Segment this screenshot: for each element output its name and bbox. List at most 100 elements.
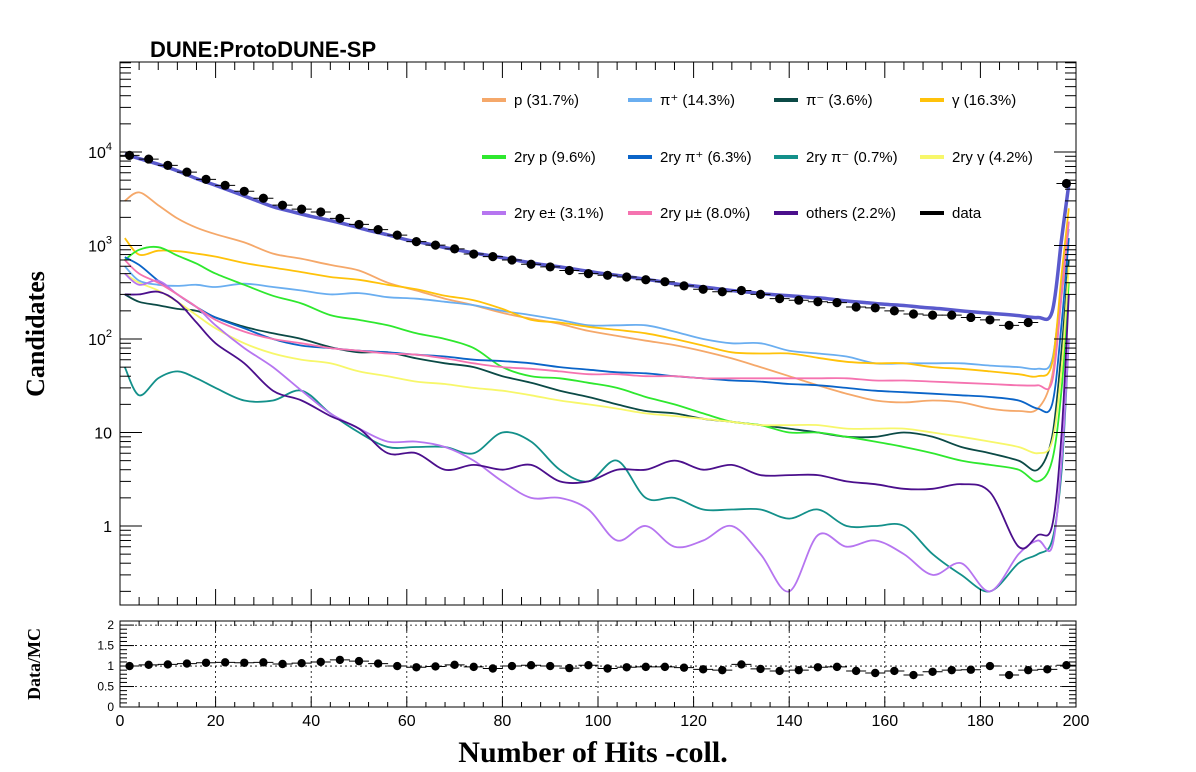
data-point xyxy=(144,154,154,164)
x-tick-label: 180 xyxy=(967,713,994,730)
legend-label: 2ry p (9.6%) xyxy=(514,149,596,166)
data-point xyxy=(1061,178,1072,189)
ratio-point xyxy=(871,668,880,678)
data-point xyxy=(488,252,498,262)
series-line-2ry-8-0 xyxy=(124,221,1070,391)
data-point xyxy=(813,297,823,307)
y-tick-label: 102 xyxy=(88,328,112,349)
data-point xyxy=(430,240,441,250)
ratio-point xyxy=(259,658,268,667)
data-point xyxy=(947,310,957,320)
data-point xyxy=(392,230,402,240)
ratio-point xyxy=(718,665,727,675)
data-point xyxy=(182,167,192,177)
data-point xyxy=(717,287,727,297)
ratio-point xyxy=(603,664,612,673)
ratio-point xyxy=(832,662,842,672)
ratio-y-tick-label: 1 xyxy=(107,659,114,673)
series-line-2ry-p-9-6 xyxy=(124,245,1070,483)
x-tick-label: 120 xyxy=(680,713,707,730)
ratio-point xyxy=(507,661,517,671)
data-point xyxy=(124,150,135,160)
y-tick-label: 104 xyxy=(88,141,112,162)
ratio-point xyxy=(412,663,421,672)
data-point xyxy=(354,219,364,230)
series-line-2ry-e-3-1 xyxy=(124,272,1070,593)
x-axis-title: Number of Hits -coll. xyxy=(458,736,727,769)
ratio-x-axis: 0 20 40 60 80 100 120 140 160 180 200 xyxy=(116,621,1090,730)
data-point xyxy=(736,285,747,296)
data-point xyxy=(832,298,842,308)
ratio-point xyxy=(431,662,440,671)
ratio-point xyxy=(622,663,631,672)
ratio-point xyxy=(756,664,765,674)
ratio-y-tick-label: 0.5 xyxy=(97,680,114,694)
ratio-point xyxy=(488,664,498,673)
data-point xyxy=(889,306,899,316)
x-tick-label: 0 xyxy=(116,713,125,730)
series-line-3-6 xyxy=(124,259,1070,472)
data-point xyxy=(239,186,249,196)
y-tick-label: 1 xyxy=(103,519,112,536)
data-point xyxy=(277,200,288,210)
data-point xyxy=(545,262,555,272)
x-tick-label: 60 xyxy=(398,713,416,730)
x-tick-label: 40 xyxy=(302,713,320,730)
data-point xyxy=(775,294,785,304)
legend-label: 2ry e± (3.1%) xyxy=(514,205,604,222)
data-point xyxy=(641,275,651,285)
legend-label: 2ry μ± (8.0%) xyxy=(660,205,750,222)
ratio-point xyxy=(584,661,593,670)
ratio-point xyxy=(698,665,708,674)
x-tick-label: 20 xyxy=(207,713,225,730)
data-point xyxy=(201,174,211,184)
ratio-point xyxy=(1023,665,1033,675)
data-point xyxy=(602,270,613,280)
legend-label: data xyxy=(952,205,982,222)
ratio-point xyxy=(144,660,153,670)
data-point xyxy=(583,269,594,279)
series-line-others-2-2 xyxy=(124,290,1070,550)
legend-label: γ (16.3%) xyxy=(952,92,1016,109)
data-point xyxy=(660,277,670,287)
ratio-point xyxy=(966,665,976,674)
data-point xyxy=(258,193,268,203)
data-point xyxy=(1004,320,1014,330)
data-point xyxy=(450,244,460,254)
ratio-point xyxy=(220,658,230,667)
data-point xyxy=(373,224,383,235)
data-point xyxy=(985,315,995,325)
ratio-y-axis: 0 0.5 1 1.5 2 xyxy=(97,618,1076,714)
ratio-point xyxy=(928,667,937,676)
main-plot-area xyxy=(120,150,1076,593)
ratio-point xyxy=(450,660,459,670)
ratio-point xyxy=(947,665,956,675)
data-point xyxy=(908,309,919,319)
x-tick-label: 140 xyxy=(776,713,803,730)
series-line-2ry-4-2 xyxy=(124,266,1070,455)
data-point xyxy=(755,289,766,299)
ratio-point xyxy=(469,662,478,672)
ratio-point xyxy=(373,659,383,668)
ratio-point xyxy=(909,670,918,680)
data-point xyxy=(679,281,689,291)
ratio-point xyxy=(679,663,689,672)
data-point xyxy=(297,204,307,214)
data-point xyxy=(335,213,345,223)
data-point xyxy=(622,272,632,282)
ratio-point xyxy=(240,658,249,667)
ratio-point xyxy=(813,663,823,672)
ratio-grid xyxy=(120,621,1076,707)
data-point xyxy=(469,249,479,259)
ratio-point xyxy=(775,666,784,676)
ratio-point xyxy=(660,662,670,672)
ratio-point xyxy=(335,655,345,665)
data-point xyxy=(1023,317,1033,328)
x-tick-label: 100 xyxy=(585,713,612,730)
ratio-point xyxy=(737,660,746,669)
data-point xyxy=(526,259,536,269)
ratio-point xyxy=(278,659,287,669)
x-tick-label: 200 xyxy=(1063,713,1090,730)
ratio-point xyxy=(201,658,211,667)
